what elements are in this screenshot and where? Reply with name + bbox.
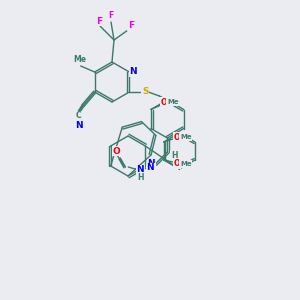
Text: O: O [173, 133, 180, 142]
Text: Me: Me [180, 134, 191, 140]
Text: N: N [148, 160, 155, 169]
Text: N: N [75, 121, 82, 130]
Text: O: O [112, 146, 120, 155]
Text: H: H [171, 151, 178, 160]
Text: N: N [130, 68, 137, 76]
Text: N: N [146, 164, 154, 172]
Text: S: S [142, 88, 148, 97]
Text: Me: Me [73, 55, 86, 64]
Text: N: N [136, 166, 144, 175]
Text: O: O [160, 98, 167, 107]
Text: Me: Me [167, 100, 179, 106]
Text: F: F [96, 16, 102, 26]
Text: F: F [128, 22, 134, 31]
Text: H: H [137, 173, 144, 182]
Text: O: O [173, 160, 180, 169]
Text: Me: Me [180, 161, 191, 167]
Text: C: C [76, 112, 82, 121]
Text: F: F [108, 11, 114, 20]
